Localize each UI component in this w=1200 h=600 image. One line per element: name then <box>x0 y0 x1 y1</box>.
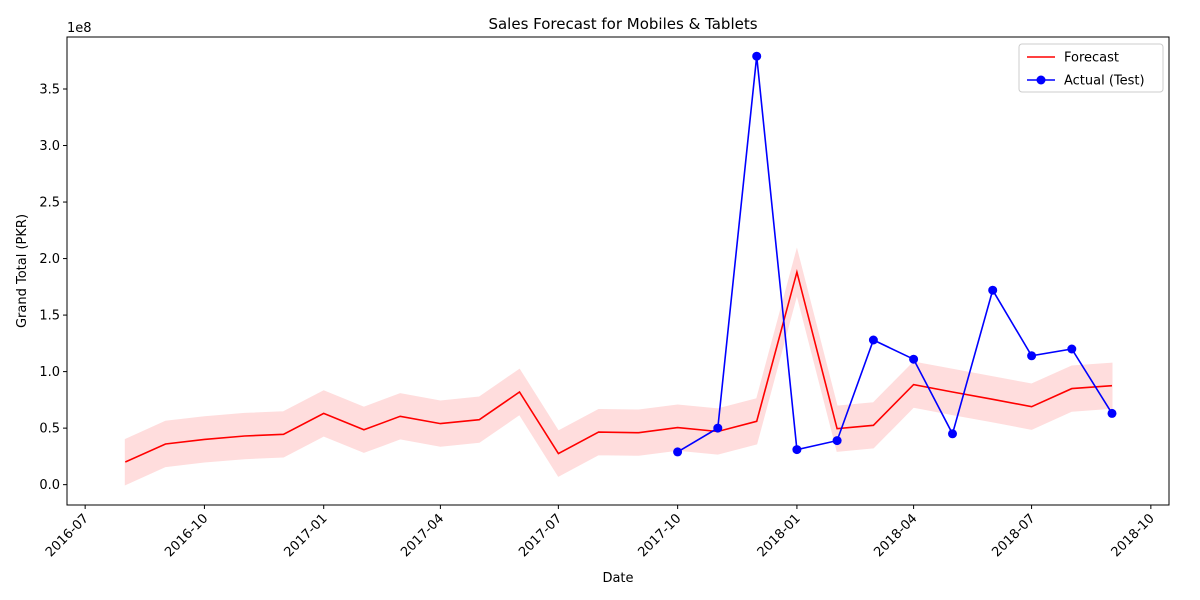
y-tick-label: 0.0 <box>39 478 60 493</box>
x-tick-label: 2018-07 <box>989 511 1038 560</box>
data-point <box>673 447 683 457</box>
y-tick-label: 1.0 <box>39 365 60 380</box>
data-point <box>792 445 802 455</box>
data-point <box>1107 408 1117 418</box>
x-tick-label: 2017-07 <box>516 511 565 560</box>
series-line-1 <box>677 56 1113 453</box>
chart-title: Sales Forecast for Mobiles & Tablets <box>488 15 757 33</box>
series-line-0 <box>124 268 1113 463</box>
x-tick-label: 2018-04 <box>871 511 920 560</box>
x-tick-label: 2017-01 <box>282 511 331 560</box>
legend: Forecast Actual (Test) <box>1018 43 1164 93</box>
legend-marker <box>1036 75 1046 85</box>
data-point <box>988 285 998 295</box>
data-point <box>948 429 957 439</box>
x-axis: 2016-07 2016-10 2017-01 2017-04 2017-07 2017-… <box>43 505 1158 560</box>
data-point <box>713 423 723 433</box>
x-tick-label: 2016-07 <box>43 511 92 560</box>
y-tick-label: 3.5 <box>39 83 60 98</box>
y-axis: 0.0 0.5 1.0 1.5 2.0 2.5 3.0 3.5 <box>39 83 67 493</box>
data-point <box>832 436 842 446</box>
x-axis-label: Date <box>602 571 633 586</box>
y-tick-label: 2.0 <box>39 252 60 267</box>
data-point <box>909 354 919 364</box>
data-point <box>1027 351 1037 361</box>
legend-entry: Forecast <box>1064 51 1119 66</box>
plot-area <box>124 51 1117 486</box>
data-point <box>868 335 878 345</box>
y-tick-label: 0.5 <box>39 422 60 437</box>
y-axis-label: Grand Total (PKR) <box>15 214 30 328</box>
forecast-confidence-band <box>124 247 1113 486</box>
y-offset-label: 1e8 <box>67 21 92 36</box>
x-tick-label: 2016-10 <box>162 511 211 560</box>
data-point <box>1067 344 1077 354</box>
y-tick-label: 3.0 <box>39 139 60 154</box>
y-tick-label: 2.5 <box>39 196 60 211</box>
x-tick-label: 2018-10 <box>1109 511 1158 560</box>
y-tick-label: 1.5 <box>39 309 60 324</box>
data-point <box>752 51 762 61</box>
x-tick-label: 2017-04 <box>398 511 447 560</box>
plot-frame <box>66 36 1170 506</box>
x-tick-label: 2017-10 <box>635 511 684 560</box>
x-tick-label: 2018-01 <box>755 511 804 560</box>
legend-entry: Actual (Test) <box>1064 74 1145 89</box>
